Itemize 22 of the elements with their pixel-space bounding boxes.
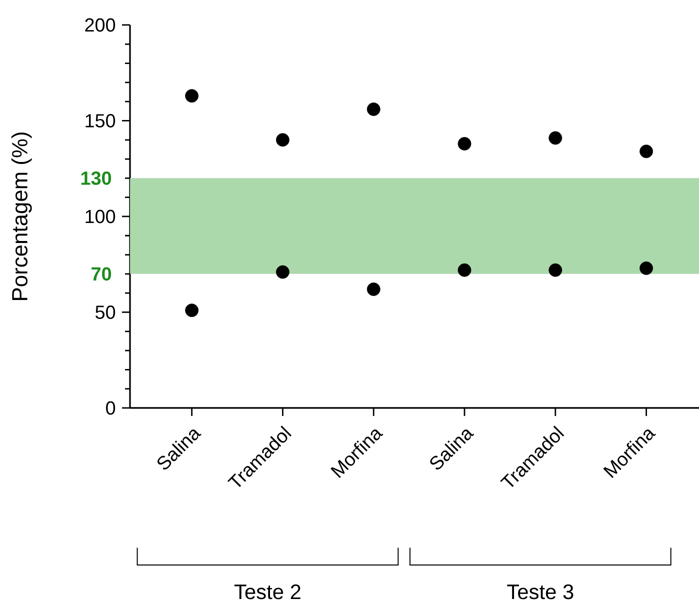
point	[366, 282, 380, 296]
point	[458, 263, 472, 277]
point	[640, 261, 653, 275]
text: Teste 2	[234, 584, 300, 600]
point	[276, 133, 290, 147]
point	[548, 263, 562, 277]
y-tick-label: 200	[85, 18, 116, 32]
y-tick-label: 100	[86, 210, 116, 224]
point	[276, 265, 290, 279]
point	[548, 131, 562, 145]
point	[185, 89, 199, 103]
y-tick-label: 0	[106, 401, 116, 415]
point	[185, 304, 199, 318]
text: 130	[81, 171, 112, 185]
point	[366, 102, 380, 116]
text: Teste 3	[507, 584, 574, 600]
y-tick-label: 50	[96, 306, 116, 319]
y-tick-label: 150	[86, 114, 116, 128]
point	[458, 137, 472, 150]
text: 70	[92, 267, 112, 281]
point	[640, 144, 653, 158]
y-axis-title: Porcentagem (%)	[11, 132, 32, 300]
